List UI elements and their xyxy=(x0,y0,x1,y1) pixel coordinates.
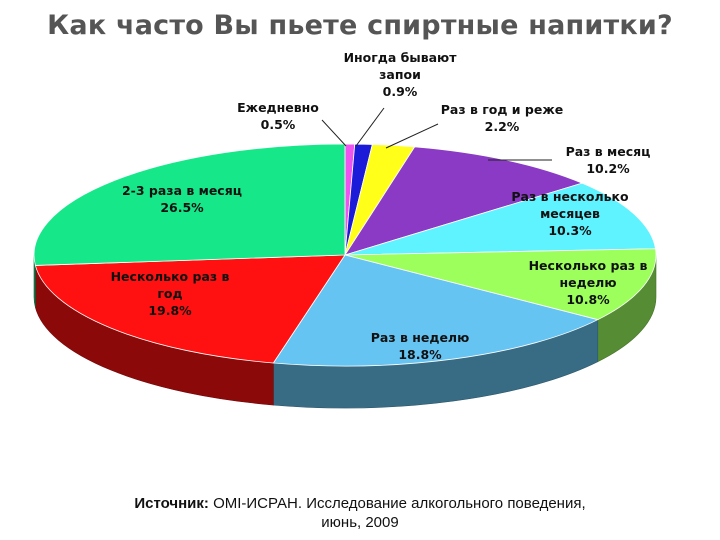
slice-label-4: Раз в несколько месяцев 10.3% xyxy=(511,189,629,238)
pie-slice-8 xyxy=(33,143,346,266)
slice-label-1: Иногда бывают запои 0.9% xyxy=(344,50,458,99)
source-prefix: Источник: xyxy=(134,495,209,512)
label-leaders xyxy=(321,107,552,161)
slice-label-2: Раз в год и реже 2.2% xyxy=(441,102,564,134)
slice-labels: Ежедневно 0.5%Иногда бывают запои 0.9%Раз в… xyxy=(111,50,651,362)
slice-label-8: 2-3 раза в месяц 26.5% xyxy=(122,183,242,215)
pie-slice-7 xyxy=(34,254,346,364)
slice-label-0: Ежедневно 0.5% xyxy=(237,100,319,132)
pie-slices xyxy=(33,143,657,367)
slice-label-5: Несколько раз в неделю 10.8% xyxy=(529,258,648,307)
pie-slice-5 xyxy=(344,248,657,321)
leader-line-0 xyxy=(321,119,347,147)
source-text: ОМІ-ИСРАН. Исследование алкогольного пов… xyxy=(213,495,586,512)
chart-title: Как часто Вы пьете спиртные напитки? xyxy=(47,10,673,41)
slice-label-3: Раз в месяц 10.2% xyxy=(566,144,651,176)
slice-label-6: Раз в неделю 18.8% xyxy=(371,330,469,362)
source-date: июнь, 2009 xyxy=(321,514,399,531)
leader-line-1 xyxy=(355,107,385,147)
pie-slice-6 xyxy=(272,254,599,367)
source-note: Источник: ОМІ-ИСРАН. Исследование алкого… xyxy=(40,494,680,532)
leader-line-2 xyxy=(385,123,439,149)
pie-slice-4 xyxy=(344,182,656,256)
pie-sides xyxy=(33,254,657,409)
slice-label-7: Несколько раз в год 19.8% xyxy=(111,269,230,318)
